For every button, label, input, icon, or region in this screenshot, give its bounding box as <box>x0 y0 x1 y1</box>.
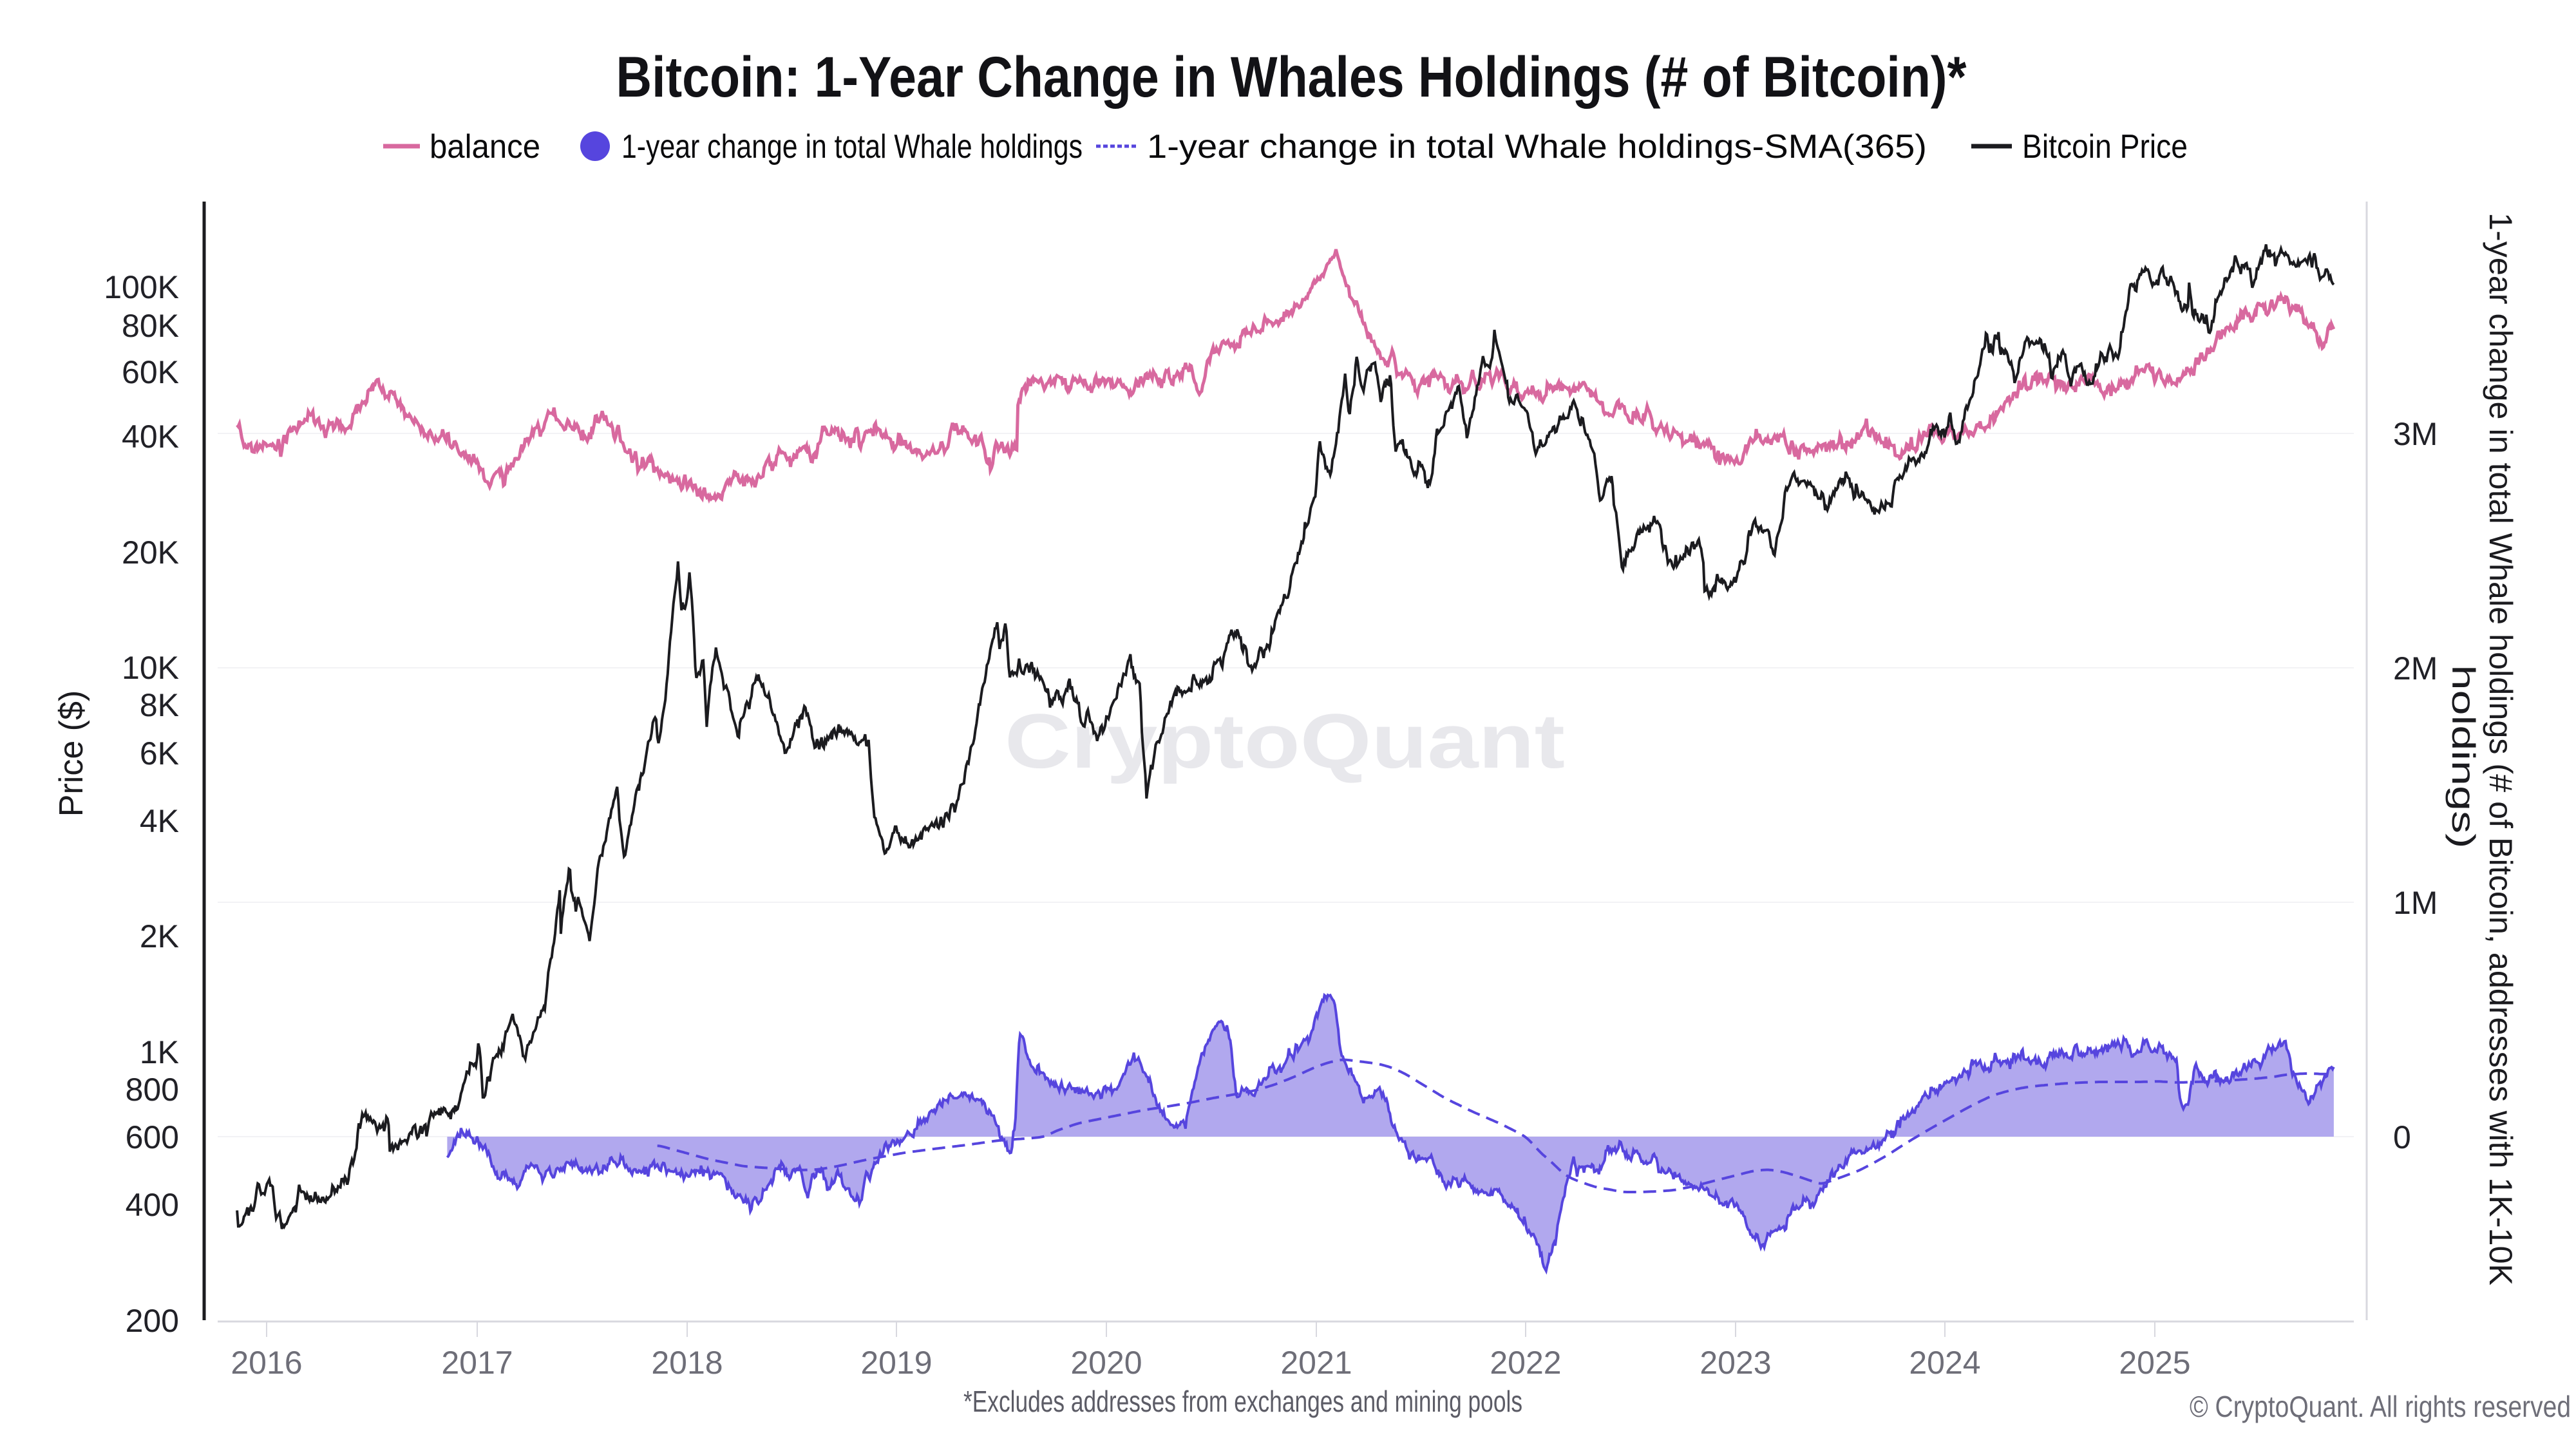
svg-text:*Excludes addresses from excha: *Excludes addresses from exchanges and m… <box>963 1385 1522 1418</box>
svg-text:2016: 2016 <box>231 1345 302 1381</box>
svg-text:2021: 2021 <box>1280 1345 1352 1381</box>
svg-text:2025: 2025 <box>2119 1345 2190 1381</box>
svg-text:100K: 100K <box>104 269 179 305</box>
svg-text:balance: balance <box>430 128 540 166</box>
svg-text:holdings): holdings) <box>2445 665 2481 849</box>
svg-text:6K: 6K <box>140 735 179 772</box>
svg-text:80K: 80K <box>122 308 179 344</box>
svg-text:© CryptoQuant. All rights rese: © CryptoQuant. All rights reserved <box>2190 1390 2571 1423</box>
svg-text:200: 200 <box>126 1303 179 1339</box>
svg-text:800: 800 <box>126 1072 179 1108</box>
svg-text:1-year change in total Whale h: 1-year change in total Whale holdings-SM… <box>1147 128 1927 166</box>
svg-text:Bitcoin: 1-Year Change in Whal: Bitcoin: 1-Year Change in Whales Holding… <box>616 44 1967 109</box>
svg-text:Bitcoin Price: Bitcoin Price <box>2022 128 2188 166</box>
svg-text:2018: 2018 <box>651 1345 723 1381</box>
svg-text:1M: 1M <box>2393 885 2438 921</box>
svg-text:Price ($): Price ($) <box>53 690 90 817</box>
svg-text:2022: 2022 <box>1490 1345 1561 1381</box>
svg-text:1-year change in total Whale h: 1-year change in total Whale holdings <box>621 128 1083 166</box>
svg-text:4K: 4K <box>140 803 179 839</box>
svg-text:2017: 2017 <box>441 1345 513 1381</box>
svg-text:400: 400 <box>126 1187 179 1223</box>
svg-text:0: 0 <box>2393 1119 2411 1155</box>
svg-text:1K: 1K <box>140 1034 179 1070</box>
svg-text:20K: 20K <box>122 535 179 571</box>
svg-text:2M: 2M <box>2393 650 2438 687</box>
svg-text:40K: 40K <box>122 419 179 455</box>
svg-text:600: 600 <box>126 1119 179 1155</box>
svg-text:2020: 2020 <box>1070 1345 1142 1381</box>
svg-text:3M: 3M <box>2393 416 2438 452</box>
svg-text:60K: 60K <box>122 354 179 390</box>
svg-text:10K: 10K <box>122 650 179 686</box>
svg-text:2023: 2023 <box>1700 1345 1771 1381</box>
svg-text:1-year change in total Whale h: 1-year change in total Whale holdings (#… <box>2483 213 2519 1285</box>
svg-text:2K: 2K <box>140 918 179 954</box>
svg-text:2024: 2024 <box>1909 1345 1980 1381</box>
svg-text:2019: 2019 <box>860 1345 932 1381</box>
svg-text:8K: 8K <box>140 687 179 723</box>
